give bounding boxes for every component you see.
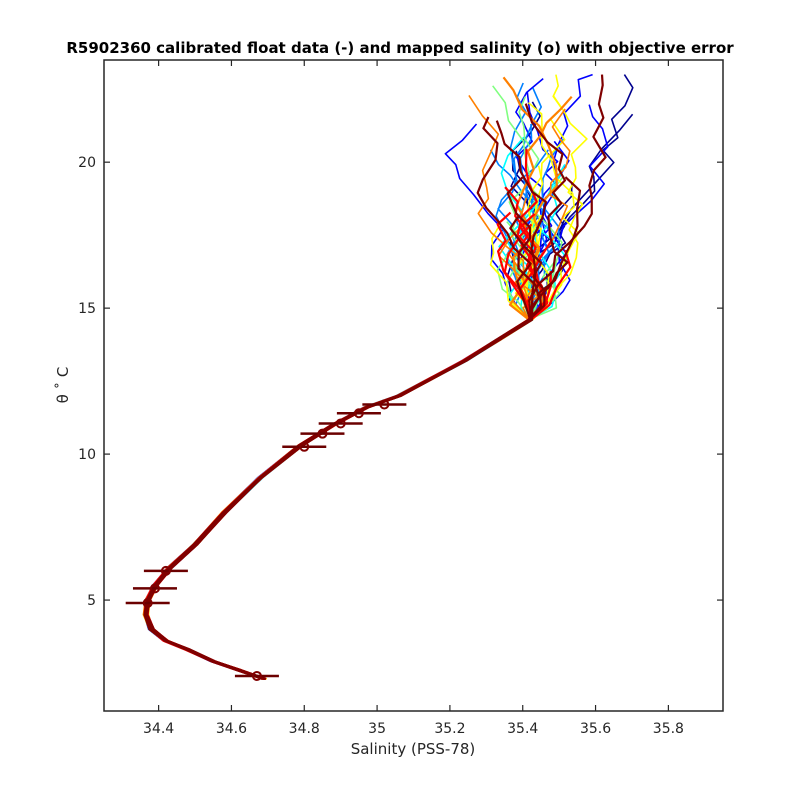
float-profile-line <box>146 87 542 680</box>
float-profile-line <box>145 136 547 680</box>
y-tick-label: 20 <box>78 155 96 171</box>
float-profile-line <box>144 250 534 680</box>
float-profile-line <box>146 176 540 680</box>
float-profile-line <box>145 103 569 680</box>
float-profile-line <box>145 183 540 680</box>
float-profile-line <box>143 221 532 680</box>
float-profile-line <box>143 206 556 680</box>
mapped-salinity-point <box>317 428 328 439</box>
x-tick-label: 34.6 <box>216 721 247 737</box>
float-profile-line <box>144 201 540 680</box>
float-profile-line <box>145 249 572 680</box>
float-profile-line <box>147 95 588 680</box>
float-profile-line <box>147 101 544 680</box>
mapped-salinity-point <box>149 583 160 594</box>
float-profile-line <box>145 211 533 680</box>
float-profile-line <box>144 92 559 680</box>
mapped-salinity-point <box>379 399 390 410</box>
mapped-salinity-point <box>251 670 262 681</box>
mapped-salinity-point <box>160 565 171 576</box>
float-profile-line <box>144 273 530 680</box>
y-tick-label: 5 <box>87 593 96 609</box>
x-tick-label: 35 <box>368 721 386 737</box>
x-tick-label: 34.8 <box>289 721 320 737</box>
float-profile-line <box>145 257 531 680</box>
y-tick-label: 15 <box>78 301 96 317</box>
float-profile-line <box>143 137 565 680</box>
x-axis-label: Salinity (PSS-78) <box>351 740 476 758</box>
float-profile-line <box>142 261 550 680</box>
float-profile-line <box>146 189 549 680</box>
y-tick-label: 10 <box>78 447 96 463</box>
float-profile-line <box>145 186 548 680</box>
float-profile-line <box>144 116 532 680</box>
float-profile-line <box>145 113 634 680</box>
mapped-salinity-point <box>335 418 346 429</box>
float-profile-line <box>144 123 539 680</box>
float-profile-line <box>145 227 531 680</box>
x-tick-label: 35.6 <box>580 721 611 737</box>
float-profile-line <box>146 82 545 680</box>
chart-title: R5902360 calibrated float data (-) and m… <box>66 39 734 57</box>
float-profile-line <box>143 197 541 680</box>
float-profile-line <box>145 104 609 680</box>
float-profile-line <box>146 223 533 680</box>
float-profile-line <box>144 214 546 680</box>
float-profile-line <box>143 76 558 680</box>
float-profile-line <box>144 238 554 680</box>
float-profile-line <box>146 74 566 680</box>
float-profile-line <box>143 227 543 680</box>
float-profiles <box>142 73 634 680</box>
float-profile-line <box>145 214 543 680</box>
float-profile-line <box>146 85 539 680</box>
float-profile-line <box>146 212 534 680</box>
float-profile-line <box>144 196 541 680</box>
float-profile-line <box>146 120 547 680</box>
x-tick-label: 34.4 <box>143 721 174 737</box>
mapped-salinity-point <box>299 441 310 452</box>
x-tick-label: 35.4 <box>507 721 538 737</box>
x-tick-label: 35.8 <box>653 721 684 737</box>
x-tick-label: 35.2 <box>434 721 465 737</box>
float-profile-line <box>144 233 539 680</box>
axis-ticks: 34.4 34.6 34.8 35 35.2 35.4 35.6 35.8 5 10 15 20 <box>78 60 723 737</box>
float-profile-line <box>146 251 535 680</box>
plot-frame <box>103 59 724 712</box>
mapped-salinity-points <box>125 399 407 681</box>
y-axis-label: θ ˚ C <box>54 367 72 404</box>
float-profile-line <box>144 123 531 680</box>
mapped-salinity-point <box>353 408 364 419</box>
float-profile-line <box>142 94 531 680</box>
float-profile-line <box>146 253 538 680</box>
float-profile-line <box>145 95 573 680</box>
float-profile-line <box>144 213 549 680</box>
float-profile-line <box>146 193 548 680</box>
float-profile-line <box>144 241 530 680</box>
float-profile-line <box>145 224 532 680</box>
float-profile-line <box>144 258 561 680</box>
mapped-salinity-point <box>142 597 153 608</box>
float-profile-line <box>143 270 552 680</box>
